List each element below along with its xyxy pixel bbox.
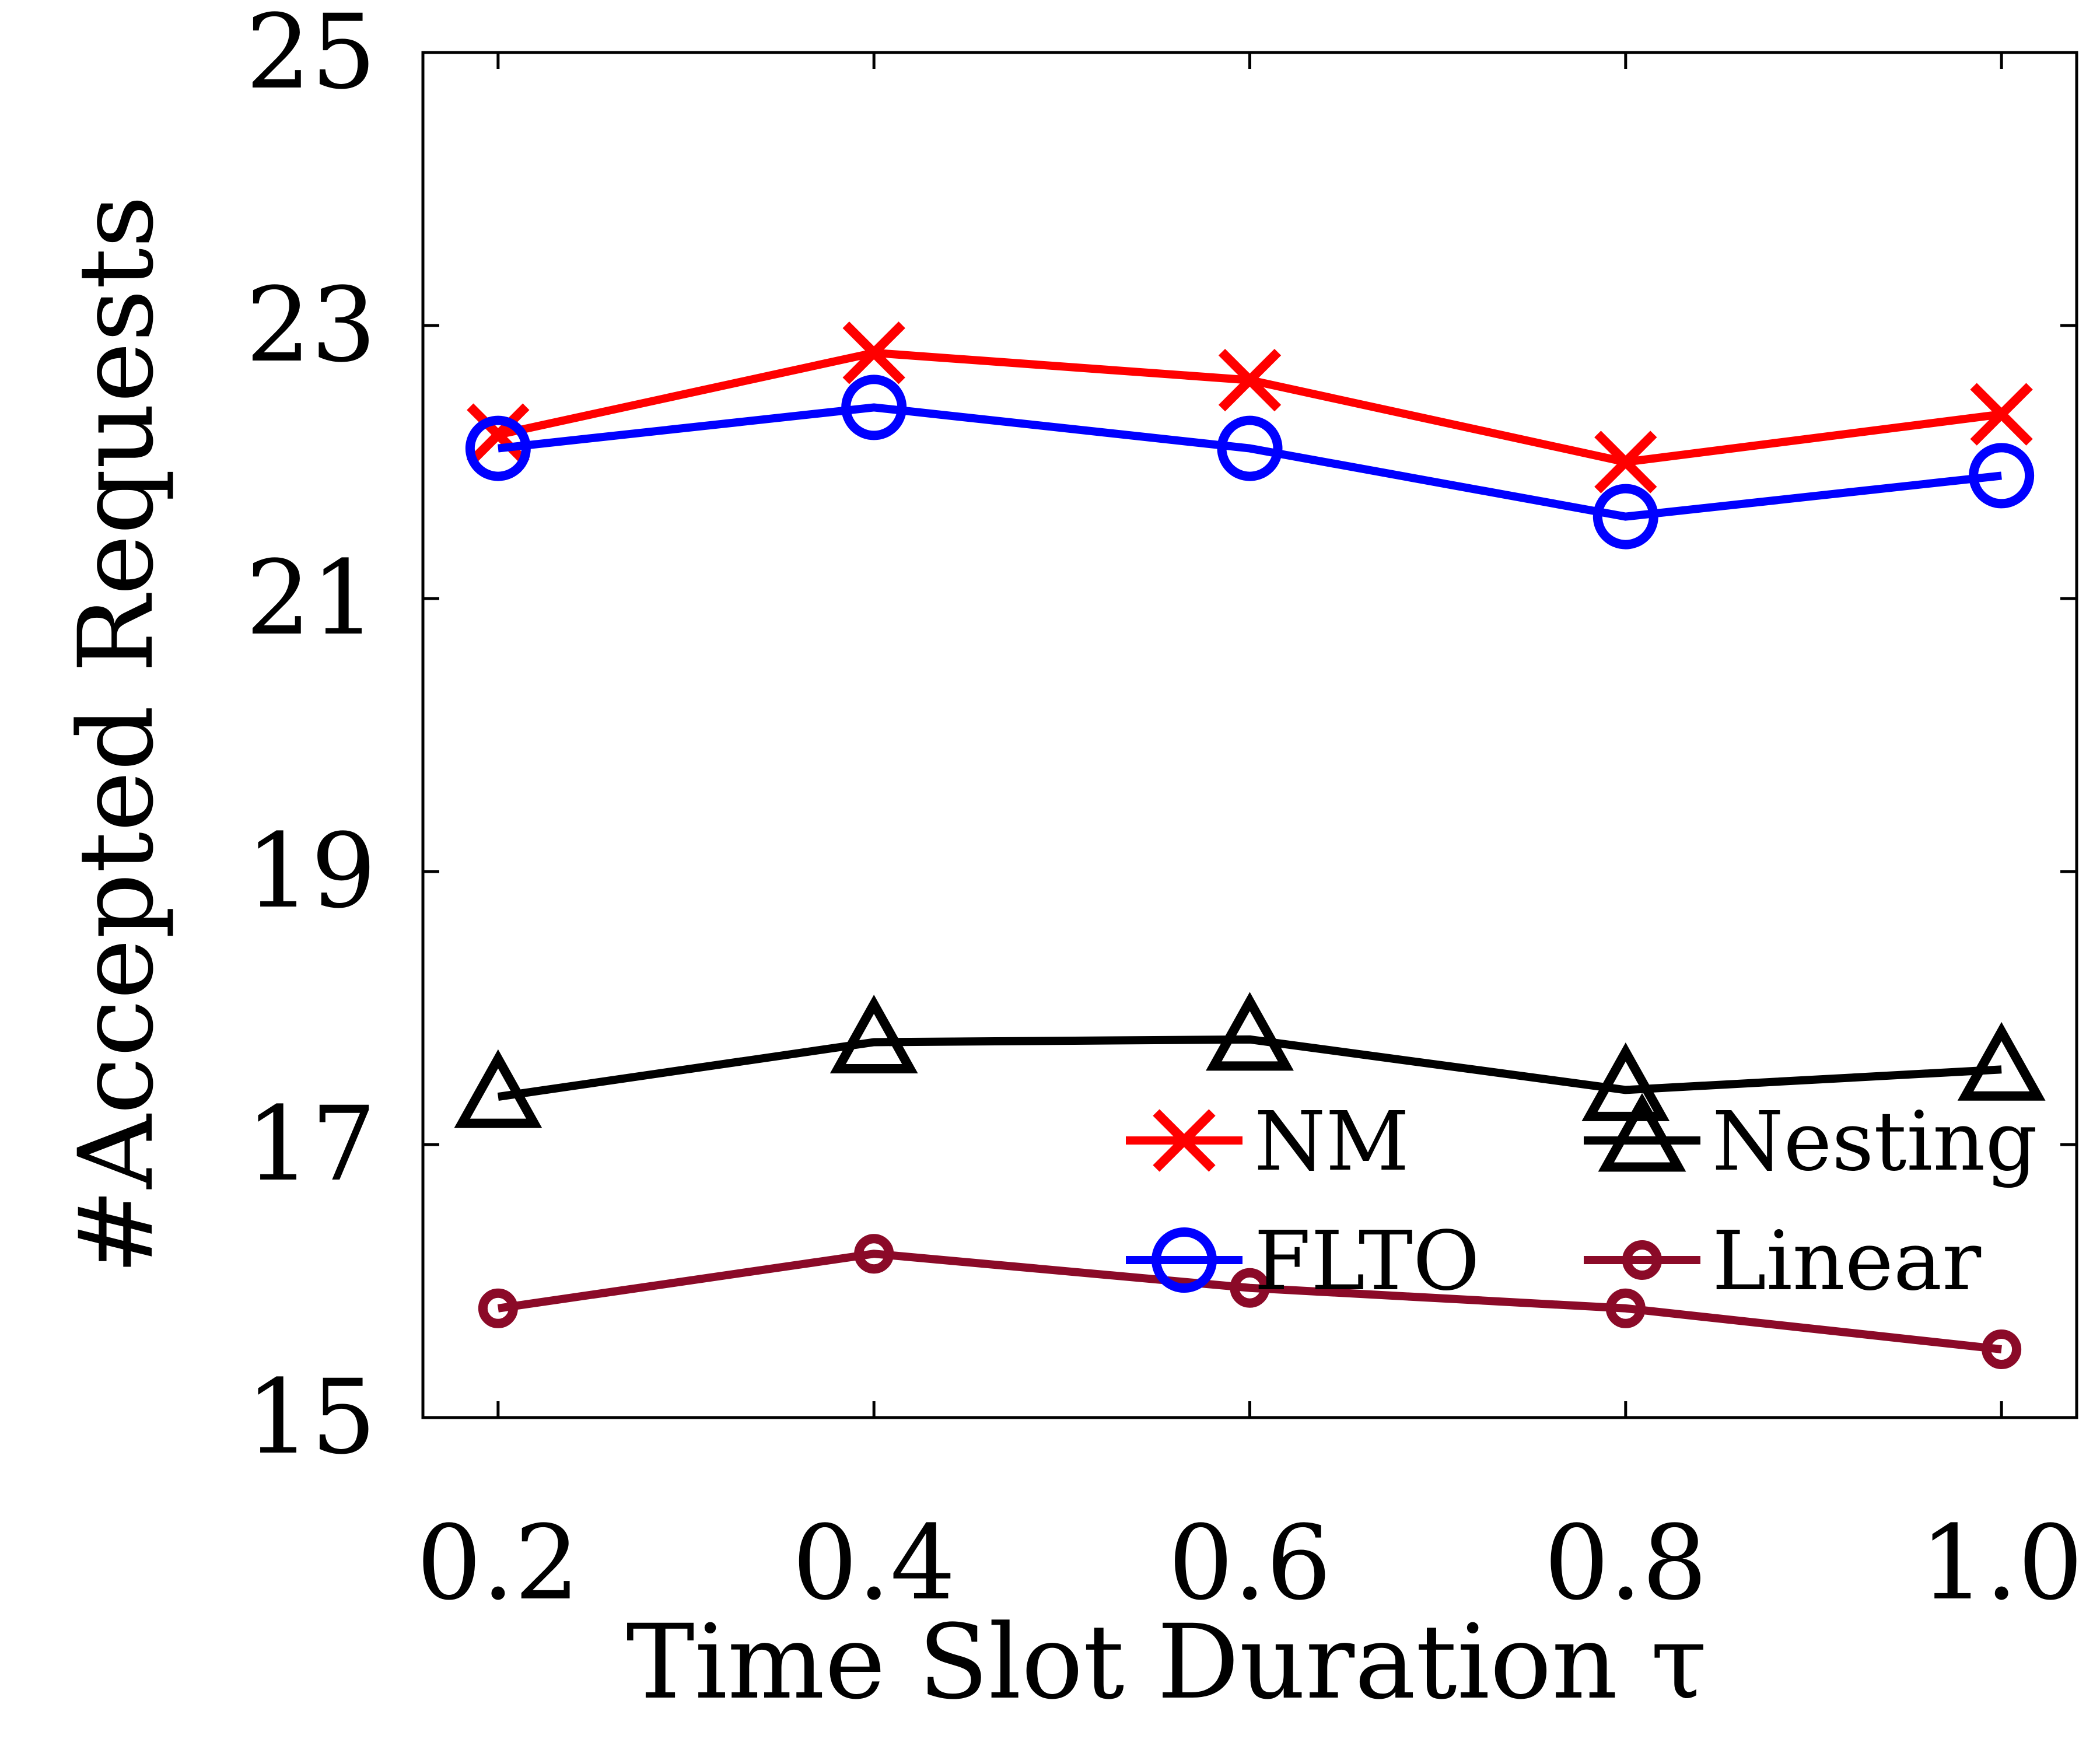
legend-marker-nesting [1598, 1093, 1686, 1172]
data-point-flto-4 [1969, 443, 2035, 509]
legend: NM FLTO Nesting Linear [1126, 1093, 2038, 1309]
legend-label-flto: FLTO [1254, 1214, 1480, 1309]
data-point-nesting-4 [1957, 1021, 2046, 1101]
legend-item-nesting: Nesting [1584, 1093, 2038, 1189]
y-tick-label: 21 [246, 538, 376, 658]
legend-item-linear: Linear [1584, 1214, 1981, 1309]
y-tick-label: 25 [246, 0, 376, 112]
legend-marker-nm [1153, 1109, 1216, 1172]
y-tick-label: 17 [246, 1084, 376, 1204]
y-axis-label: #Accepted Requests [57, 195, 176, 1275]
data-point-nesting-3 [1581, 1042, 1670, 1121]
data-point-nm-0 [467, 403, 530, 466]
x-tick-label: 0.4 [792, 1503, 956, 1623]
data-point-nm-4-stroke-b [1970, 383, 2033, 446]
data-point-linear-4 [1982, 1329, 2022, 1369]
data-point-nm-4 [1970, 383, 2033, 446]
data-point-flto-2 [1217, 415, 1283, 481]
legend-label-nm: NM [1254, 1094, 1409, 1189]
data-point-nm-2 [1218, 348, 1282, 412]
data-point-nm-2-stroke-b [1218, 348, 1282, 412]
data-point-nesting-0 [454, 1049, 542, 1128]
x-tick-label: 0.8 [1544, 1503, 1707, 1623]
series-line-linear [497, 1250, 2002, 1353]
series-line-flto [498, 403, 2002, 521]
legend-item-flto: FLTO [1126, 1214, 1480, 1309]
y-tick-label: 19 [246, 811, 376, 931]
x-axis-label: Time Slot Duration τ [626, 1602, 1707, 1722]
series-layer [454, 321, 2046, 1369]
data-point-flto-0 [465, 415, 531, 481]
legend-marker-linear [1622, 1240, 1662, 1280]
series-linear [478, 1234, 2022, 1369]
y-tick-label: 15 [246, 1357, 376, 1477]
data-point-nesting-2 [1206, 992, 1294, 1071]
legend-label-nesting: Nesting [1712, 1094, 2038, 1189]
data-point-nm-0-stroke-b [467, 403, 530, 466]
data-point-linear-3 [1605, 1288, 1646, 1328]
data-point-linear-0 [478, 1288, 518, 1328]
data-point-nm-3 [1594, 431, 1657, 494]
x-tick-label: 1.0 [1920, 1503, 2083, 1623]
data-point-nm-1-stroke-b [842, 321, 905, 384]
legend-marker-nm-stroke-b [1153, 1109, 1216, 1172]
data-point-flto-1 [841, 375, 907, 440]
data-point-nm-1 [842, 321, 905, 384]
x-tick-label: 0.2 [416, 1503, 580, 1623]
tick-layer: 15 17 19 21 23 25 0.2 0.4 0.6 0.8 1.0 [246, 0, 2083, 1623]
series-flto [465, 375, 2035, 550]
data-point-linear-1 [854, 1234, 894, 1274]
data-point-nm-3-stroke-b [1594, 431, 1657, 494]
y-tick-label: 23 [246, 265, 376, 385]
legend-marker-flto [1152, 1227, 1217, 1293]
series-nm [467, 321, 2033, 494]
data-point-nesting-1 [830, 995, 918, 1073]
data-point-flto-3 [1592, 484, 1658, 550]
x-tick-label: 0.6 [1168, 1503, 1332, 1623]
legend-item-nm: NM [1126, 1094, 1409, 1189]
data-point-linear-2 [1230, 1268, 1270, 1308]
legend-label-linear: Linear [1712, 1214, 1981, 1309]
series-line-nesting [497, 1035, 2002, 1101]
series-nesting [454, 992, 2046, 1128]
